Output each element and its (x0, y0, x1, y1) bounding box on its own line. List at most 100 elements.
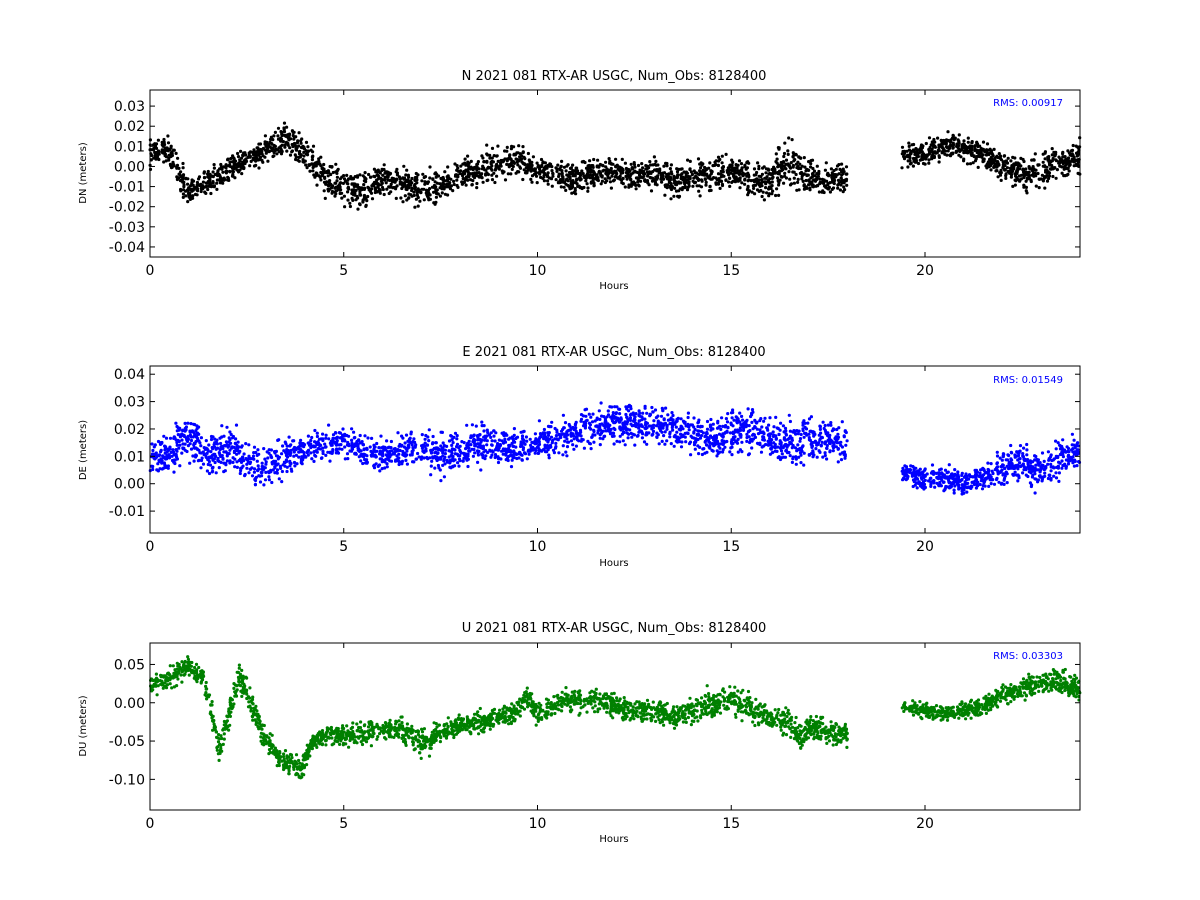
data-point (920, 154, 924, 159)
data-point (1002, 154, 1007, 158)
data-point (546, 171, 550, 175)
data-point (816, 174, 821, 178)
data-point (787, 170, 791, 174)
data-point (431, 434, 435, 439)
data-point (370, 197, 375, 201)
data-point (801, 179, 805, 183)
data-point (327, 423, 331, 427)
data-point (1032, 158, 1036, 162)
data-point (427, 439, 431, 443)
data-point (526, 151, 531, 156)
data-point (791, 155, 795, 159)
data-point (521, 145, 525, 149)
data-point (1056, 466, 1060, 470)
data-point (168, 436, 173, 440)
data-point (800, 164, 804, 168)
data-point (1018, 444, 1023, 448)
data-point (586, 186, 590, 190)
data-point (509, 172, 513, 176)
data-point (466, 154, 470, 158)
data-point (180, 451, 184, 455)
data-point (207, 443, 211, 447)
data-point (725, 420, 730, 424)
data-point (739, 162, 744, 166)
data-point (580, 160, 584, 164)
data-point (962, 139, 966, 143)
data-point (568, 187, 572, 191)
data-point (621, 176, 625, 180)
data-point (1025, 442, 1029, 447)
data-point (298, 155, 302, 159)
data-point (840, 420, 844, 424)
data-point (428, 176, 432, 180)
data-point (490, 173, 494, 177)
data-point (1071, 143, 1075, 148)
data-point (249, 159, 253, 163)
data-point (362, 187, 366, 191)
data-point (788, 183, 793, 187)
data-point (202, 170, 206, 174)
y-tick-label: 0.01 (114, 139, 145, 155)
data-point (264, 151, 268, 155)
data-point (824, 161, 828, 165)
data-point (746, 171, 750, 175)
data-point (351, 189, 355, 193)
data-point (624, 412, 628, 417)
data-point (218, 436, 222, 440)
data-point (310, 435, 314, 440)
data-point (300, 455, 304, 459)
data-point (295, 141, 300, 145)
data-point (261, 160, 265, 164)
data-point (346, 198, 350, 202)
data-point (309, 451, 313, 455)
data-point (365, 199, 369, 203)
data-point (784, 162, 788, 166)
data-point (1010, 164, 1014, 168)
data-point (906, 165, 910, 169)
data-point (166, 134, 170, 138)
data-point (311, 169, 315, 173)
data-point (662, 164, 666, 168)
data-point (916, 152, 920, 156)
data-point (717, 432, 722, 436)
data-point (395, 173, 399, 177)
data-point (787, 136, 791, 140)
data-point (989, 168, 993, 172)
data-point (227, 444, 231, 448)
data-point (775, 187, 779, 191)
data-point (463, 161, 467, 165)
data-point (1022, 185, 1026, 189)
data-point (625, 177, 629, 181)
data-point (176, 156, 180, 160)
data-point (645, 442, 649, 446)
data-point (791, 170, 795, 174)
data-point (162, 140, 166, 144)
data-point (601, 169, 605, 173)
data-point (953, 468, 957, 472)
data-point (197, 432, 201, 436)
data-point (343, 457, 347, 461)
data-point (492, 171, 496, 175)
data-point (799, 166, 803, 171)
data-point (231, 170, 235, 174)
data-point (178, 172, 182, 177)
data-point (968, 150, 973, 154)
data-point (734, 175, 738, 179)
data-point (422, 456, 426, 460)
data-point (762, 198, 767, 202)
data-point (224, 440, 228, 444)
data-point (696, 157, 701, 161)
data-point (485, 160, 489, 164)
data-point (228, 163, 232, 167)
data-point (425, 194, 430, 198)
data-point (1000, 458, 1004, 462)
data-point (643, 179, 647, 183)
data-point (971, 161, 975, 165)
data-point (994, 169, 998, 173)
data-point (981, 140, 986, 144)
data-point (270, 480, 274, 485)
data-point (700, 179, 704, 183)
data-point (767, 185, 772, 189)
data-point (815, 172, 819, 176)
data-point (826, 173, 831, 177)
